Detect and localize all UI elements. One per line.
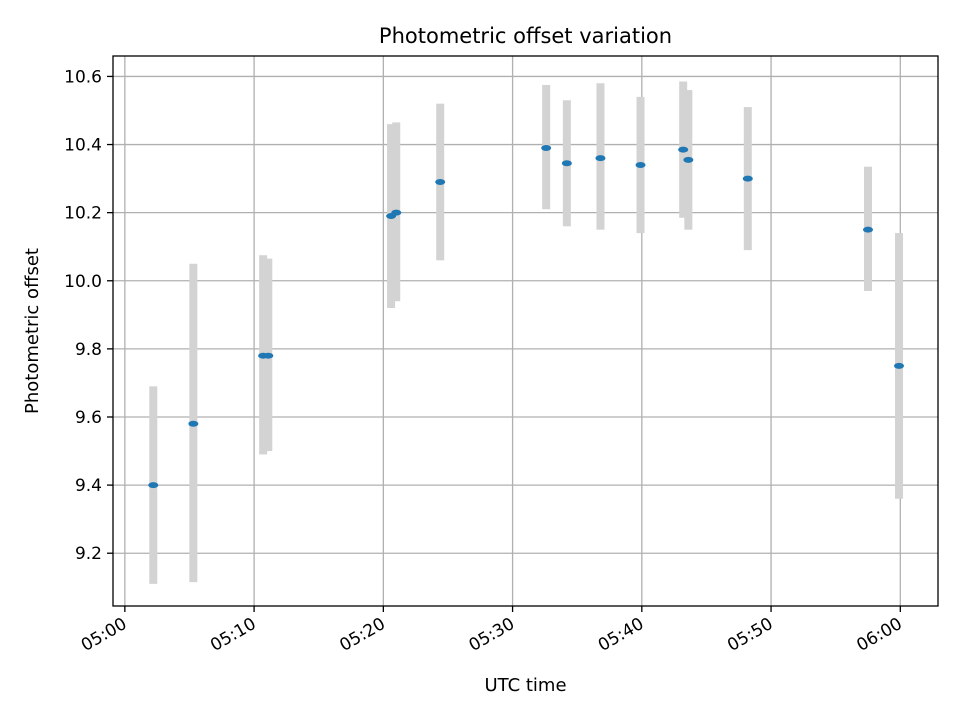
x-tick-label: 05:10 — [207, 614, 259, 656]
data-point — [595, 155, 606, 162]
x-tick-label: 05:00 — [78, 614, 130, 656]
x-axis-label: UTC time — [484, 675, 566, 696]
data-point — [435, 179, 446, 186]
grid — [113, 56, 938, 606]
plot-frame — [112, 55, 939, 607]
data-point — [742, 175, 753, 182]
y-tick-label: 10.4 — [64, 136, 102, 156]
y-tick-label: 9.6 — [75, 408, 102, 428]
data-point — [561, 160, 572, 167]
data-point — [263, 352, 274, 359]
data-point — [678, 146, 689, 153]
y-tick-label: 9.4 — [75, 476, 102, 496]
data-point — [635, 161, 646, 168]
y-tick-label: 9.2 — [75, 544, 102, 564]
data-point — [391, 209, 402, 216]
y-tick-label: 10.2 — [64, 204, 102, 224]
x-tick-label: 05:30 — [466, 614, 518, 656]
y-tick-label: 10.6 — [64, 67, 102, 87]
data-point — [188, 420, 199, 427]
x-axis-ticks: 05:00 05:10 05:20 05:30 05:40 05:50 06:00 — [78, 606, 906, 656]
data-point — [148, 482, 159, 489]
y-axis-label: Photometric offset — [22, 248, 43, 414]
data-point — [683, 156, 694, 163]
data-point — [862, 226, 873, 233]
x-tick-label: 06:00 — [853, 614, 905, 656]
x-tick-label: 05:50 — [724, 614, 776, 656]
y-axis-ticks: 9.2 9.4 9.6 9.8 10.0 10.2 10.4 10.6 — [64, 67, 113, 564]
data-points — [148, 144, 905, 489]
chart-title: Photometric offset variation — [379, 24, 672, 48]
data-point — [541, 144, 552, 151]
error-bars — [149, 81, 904, 584]
data-point — [894, 362, 905, 369]
x-tick-label: 05:40 — [595, 614, 647, 656]
x-tick-label: 05:20 — [336, 614, 388, 656]
y-tick-label: 9.8 — [75, 340, 102, 360]
y-tick-label: 10.0 — [64, 272, 102, 292]
